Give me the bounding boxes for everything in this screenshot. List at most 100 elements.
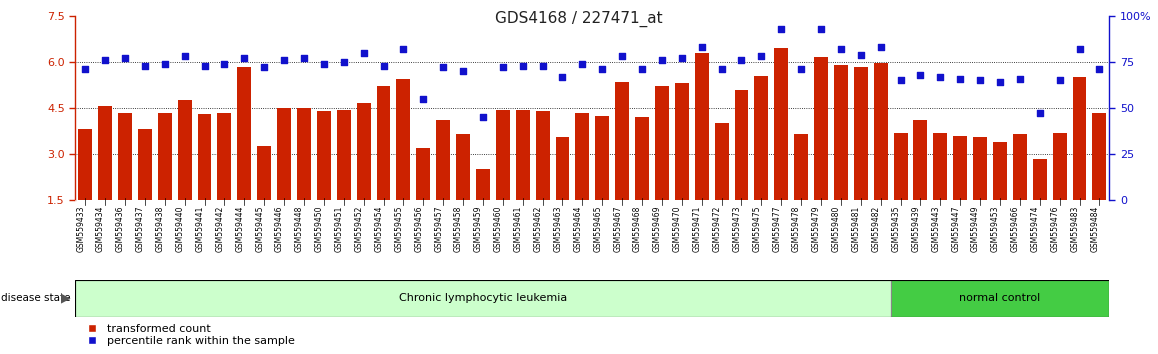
Text: GSM559463: GSM559463 bbox=[554, 205, 563, 252]
Point bbox=[335, 59, 353, 65]
Point bbox=[911, 72, 930, 78]
Point bbox=[294, 56, 313, 61]
Bar bbox=[794, 134, 808, 200]
Bar bbox=[675, 84, 689, 200]
Point bbox=[135, 63, 154, 68]
Point bbox=[454, 68, 472, 74]
Bar bbox=[515, 109, 529, 200]
Point bbox=[712, 67, 731, 72]
Point bbox=[851, 52, 870, 57]
Point bbox=[196, 63, 214, 68]
Bar bbox=[257, 146, 271, 200]
Point bbox=[593, 67, 611, 72]
Point bbox=[1031, 111, 1049, 116]
Bar bbox=[75, 280, 891, 317]
Bar bbox=[973, 137, 987, 200]
Text: GSM559483: GSM559483 bbox=[1070, 205, 1079, 252]
Text: GSM559471: GSM559471 bbox=[692, 205, 702, 252]
Point bbox=[116, 56, 134, 61]
Bar bbox=[556, 137, 570, 200]
Bar bbox=[177, 100, 191, 200]
Point bbox=[991, 79, 1010, 85]
Bar bbox=[1053, 132, 1067, 200]
Text: GSM559456: GSM559456 bbox=[415, 205, 424, 252]
Text: GSM559482: GSM559482 bbox=[872, 205, 881, 252]
Bar bbox=[853, 67, 867, 200]
Text: GSM559442: GSM559442 bbox=[215, 205, 225, 252]
Text: GSM559439: GSM559439 bbox=[911, 205, 921, 252]
Point bbox=[235, 56, 254, 61]
Text: GSM559478: GSM559478 bbox=[792, 205, 801, 252]
Bar bbox=[536, 111, 550, 200]
Bar bbox=[296, 108, 312, 200]
Bar bbox=[1013, 134, 1027, 200]
Bar bbox=[456, 134, 470, 200]
Text: GSM559473: GSM559473 bbox=[733, 205, 741, 252]
Point bbox=[892, 78, 910, 83]
Text: GSM559448: GSM559448 bbox=[295, 205, 303, 252]
Text: GSM559443: GSM559443 bbox=[931, 205, 940, 252]
Point bbox=[1070, 46, 1089, 52]
Bar bbox=[775, 48, 789, 200]
Point bbox=[951, 76, 969, 81]
Point bbox=[394, 46, 412, 52]
Text: disease state: disease state bbox=[1, 293, 71, 303]
Bar bbox=[237, 67, 251, 200]
Text: GSM559476: GSM559476 bbox=[1050, 205, 1060, 252]
Bar bbox=[496, 109, 510, 200]
Text: normal control: normal control bbox=[959, 293, 1041, 303]
Bar bbox=[337, 109, 351, 200]
Text: GSM559468: GSM559468 bbox=[633, 205, 642, 252]
Point bbox=[434, 65, 453, 70]
Point bbox=[215, 61, 234, 67]
Text: GSM559441: GSM559441 bbox=[196, 205, 205, 252]
Text: GSM559444: GSM559444 bbox=[235, 205, 244, 252]
Point bbox=[573, 61, 592, 67]
Point bbox=[96, 57, 115, 63]
Bar bbox=[873, 63, 888, 200]
Text: GSM559449: GSM559449 bbox=[972, 205, 980, 252]
Point bbox=[831, 46, 850, 52]
Bar bbox=[914, 120, 928, 200]
Bar bbox=[1092, 113, 1106, 200]
Bar bbox=[576, 113, 589, 200]
Text: GSM559438: GSM559438 bbox=[156, 205, 164, 252]
Text: GSM559467: GSM559467 bbox=[613, 205, 622, 252]
Text: GSM559466: GSM559466 bbox=[1011, 205, 1020, 252]
Text: GSM559477: GSM559477 bbox=[772, 205, 782, 252]
Bar bbox=[357, 103, 371, 200]
Point bbox=[1090, 67, 1108, 72]
Bar bbox=[714, 123, 728, 200]
Bar bbox=[953, 136, 967, 200]
Bar bbox=[754, 76, 768, 200]
Bar bbox=[118, 113, 132, 200]
Text: GSM559447: GSM559447 bbox=[951, 205, 960, 252]
Bar bbox=[695, 53, 709, 200]
Point bbox=[872, 44, 891, 50]
Point bbox=[812, 26, 830, 32]
Point bbox=[315, 61, 334, 67]
Text: GSM559469: GSM559469 bbox=[653, 205, 662, 252]
Bar bbox=[734, 90, 748, 200]
Legend: transformed count, percentile rank within the sample: transformed count, percentile rank withi… bbox=[81, 324, 295, 346]
Text: GSM559484: GSM559484 bbox=[1091, 205, 1099, 252]
Text: GSM559465: GSM559465 bbox=[593, 205, 602, 252]
Text: GSM559451: GSM559451 bbox=[335, 205, 344, 252]
Text: GSM559460: GSM559460 bbox=[493, 205, 503, 252]
Text: GSM559454: GSM559454 bbox=[374, 205, 383, 252]
Bar bbox=[317, 111, 331, 200]
Text: GSM559455: GSM559455 bbox=[395, 205, 403, 252]
Text: GSM559434: GSM559434 bbox=[96, 205, 105, 252]
Text: GDS4168 / 227471_at: GDS4168 / 227471_at bbox=[496, 11, 662, 27]
Text: GSM559433: GSM559433 bbox=[76, 205, 86, 252]
Bar bbox=[635, 117, 648, 200]
Bar bbox=[376, 86, 390, 200]
Bar bbox=[98, 107, 112, 200]
Point bbox=[255, 65, 273, 70]
Text: GSM559436: GSM559436 bbox=[116, 205, 125, 252]
Bar bbox=[595, 116, 609, 200]
Point bbox=[613, 53, 631, 59]
Point bbox=[970, 78, 989, 83]
Point bbox=[354, 50, 373, 56]
Text: GSM559470: GSM559470 bbox=[673, 205, 682, 252]
